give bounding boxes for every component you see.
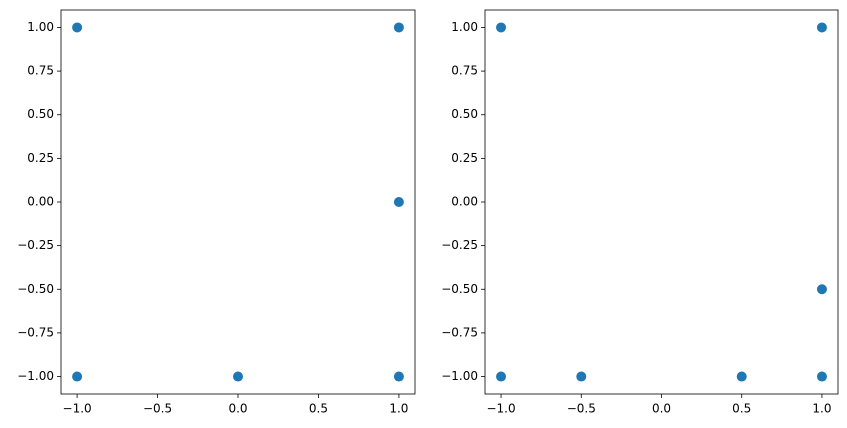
y-tick-label: −0.75 [441, 325, 478, 339]
y-tick-label: −0.25 [17, 238, 54, 252]
x-tick-label: 0.0 [652, 402, 671, 416]
point [393, 371, 404, 382]
point [393, 197, 404, 207]
x-tick-label: 0.0 [228, 402, 247, 416]
point [72, 371, 83, 382]
x-tick-label: 0.5 [309, 402, 328, 416]
point [233, 371, 243, 382]
point [72, 22, 83, 33]
point [496, 22, 507, 33]
y-tick-label: 0.00 [451, 195, 478, 209]
x-tick-label: −0.5 [567, 402, 596, 416]
y-tick-label: −1.00 [441, 369, 478, 383]
point [816, 371, 827, 382]
y-tick-label: 0.25 [451, 151, 478, 165]
axes-frame [484, 9, 839, 395]
point [393, 22, 404, 33]
point [816, 22, 827, 33]
y-tick-label: 0.50 [27, 107, 54, 121]
y-tick-label: 0.75 [27, 64, 54, 78]
y-tick-label: 1.00 [451, 20, 478, 34]
y-tick-label: −0.50 [441, 282, 478, 296]
x-tick-label: −0.5 [143, 402, 172, 416]
y-tick-label: 0.00 [27, 195, 54, 209]
point [736, 371, 747, 382]
point [816, 284, 827, 295]
y-tick-label: 1.00 [27, 20, 54, 34]
y-tick-label: −1.00 [17, 369, 54, 383]
x-tick-label: −1.0 [63, 402, 92, 416]
y-tick-label: −0.25 [441, 238, 478, 252]
y-tick-label: −0.75 [17, 325, 54, 339]
y-tick-label: 0.75 [451, 64, 478, 78]
point [496, 371, 507, 382]
axes-frame [60, 9, 416, 395]
x-tick-label: −1.0 [486, 402, 515, 416]
x-tick-label: 1.0 [812, 402, 831, 416]
x-tick-label: 0.5 [732, 402, 751, 416]
x-tick-label: 1.0 [389, 402, 408, 416]
y-tick-label: 0.25 [27, 151, 54, 165]
y-tick-label: 0.50 [451, 107, 478, 121]
y-tick-label: −0.50 [17, 282, 54, 296]
point [576, 371, 587, 382]
